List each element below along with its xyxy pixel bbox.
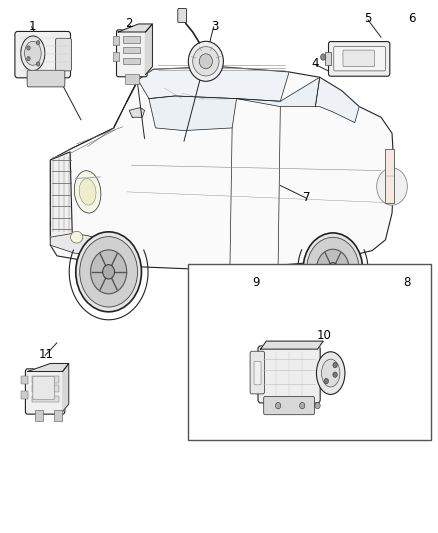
Circle shape — [317, 249, 349, 289]
Bar — [385, 149, 394, 203]
Bar — [123, 47, 140, 53]
Polygon shape — [261, 341, 323, 349]
FancyBboxPatch shape — [25, 369, 65, 414]
Bar — [54, 410, 62, 421]
Circle shape — [27, 46, 30, 50]
FancyBboxPatch shape — [27, 70, 65, 87]
Ellipse shape — [74, 171, 101, 213]
Ellipse shape — [193, 47, 219, 76]
FancyBboxPatch shape — [258, 346, 320, 403]
Bar — [125, 74, 139, 84]
FancyBboxPatch shape — [264, 397, 314, 415]
FancyBboxPatch shape — [56, 38, 71, 71]
Circle shape — [80, 237, 138, 307]
Circle shape — [328, 263, 338, 276]
Polygon shape — [50, 233, 131, 256]
Polygon shape — [145, 24, 152, 75]
Bar — [123, 36, 140, 43]
Bar — [35, 410, 43, 421]
Bar — [113, 52, 119, 61]
FancyBboxPatch shape — [250, 351, 265, 394]
Text: 4: 4 — [311, 58, 319, 70]
Ellipse shape — [21, 36, 45, 70]
Ellipse shape — [188, 42, 223, 82]
Bar — [21, 376, 28, 384]
Polygon shape — [237, 77, 320, 107]
Polygon shape — [149, 96, 237, 131]
Ellipse shape — [71, 231, 83, 243]
Bar — [32, 396, 59, 402]
Circle shape — [333, 362, 337, 368]
Bar — [325, 52, 331, 65]
Bar — [113, 36, 119, 45]
Bar — [188, 264, 431, 440]
Polygon shape — [315, 77, 359, 123]
Bar — [21, 391, 28, 399]
FancyBboxPatch shape — [343, 50, 374, 67]
Text: 3: 3 — [211, 20, 218, 33]
Text: 6: 6 — [408, 12, 416, 25]
Polygon shape — [28, 364, 69, 372]
Circle shape — [333, 372, 337, 377]
Circle shape — [76, 232, 141, 312]
Text: 9: 9 — [252, 276, 260, 289]
Bar — [32, 385, 59, 392]
Ellipse shape — [25, 42, 41, 66]
Polygon shape — [129, 108, 145, 117]
Text: 10: 10 — [317, 329, 332, 342]
Ellipse shape — [316, 352, 345, 394]
Text: 5: 5 — [364, 12, 371, 25]
FancyBboxPatch shape — [15, 31, 71, 78]
Circle shape — [307, 237, 359, 301]
Text: 2: 2 — [125, 18, 133, 30]
Circle shape — [315, 402, 320, 409]
Text: 11: 11 — [39, 348, 53, 361]
Circle shape — [27, 56, 30, 61]
Ellipse shape — [79, 179, 96, 205]
Circle shape — [377, 168, 407, 205]
FancyBboxPatch shape — [328, 42, 390, 76]
Circle shape — [102, 265, 114, 279]
Circle shape — [300, 402, 305, 409]
Text: 8: 8 — [404, 276, 411, 289]
Ellipse shape — [199, 54, 212, 69]
Polygon shape — [138, 67, 289, 101]
FancyBboxPatch shape — [254, 361, 261, 385]
Text: 1: 1 — [29, 20, 37, 33]
Circle shape — [36, 41, 40, 45]
Polygon shape — [118, 24, 152, 32]
FancyBboxPatch shape — [33, 376, 54, 400]
Polygon shape — [63, 364, 69, 411]
Polygon shape — [50, 67, 394, 269]
Ellipse shape — [321, 359, 340, 387]
Circle shape — [276, 402, 281, 409]
Circle shape — [321, 54, 326, 60]
Circle shape — [91, 250, 127, 294]
FancyBboxPatch shape — [334, 46, 385, 71]
Polygon shape — [50, 152, 72, 240]
Text: 7: 7 — [303, 191, 311, 204]
Bar — [123, 58, 140, 64]
FancyBboxPatch shape — [178, 9, 187, 22]
Circle shape — [324, 378, 328, 384]
Circle shape — [303, 233, 363, 305]
FancyBboxPatch shape — [117, 30, 147, 77]
Circle shape — [36, 62, 40, 66]
Bar — [32, 376, 59, 383]
